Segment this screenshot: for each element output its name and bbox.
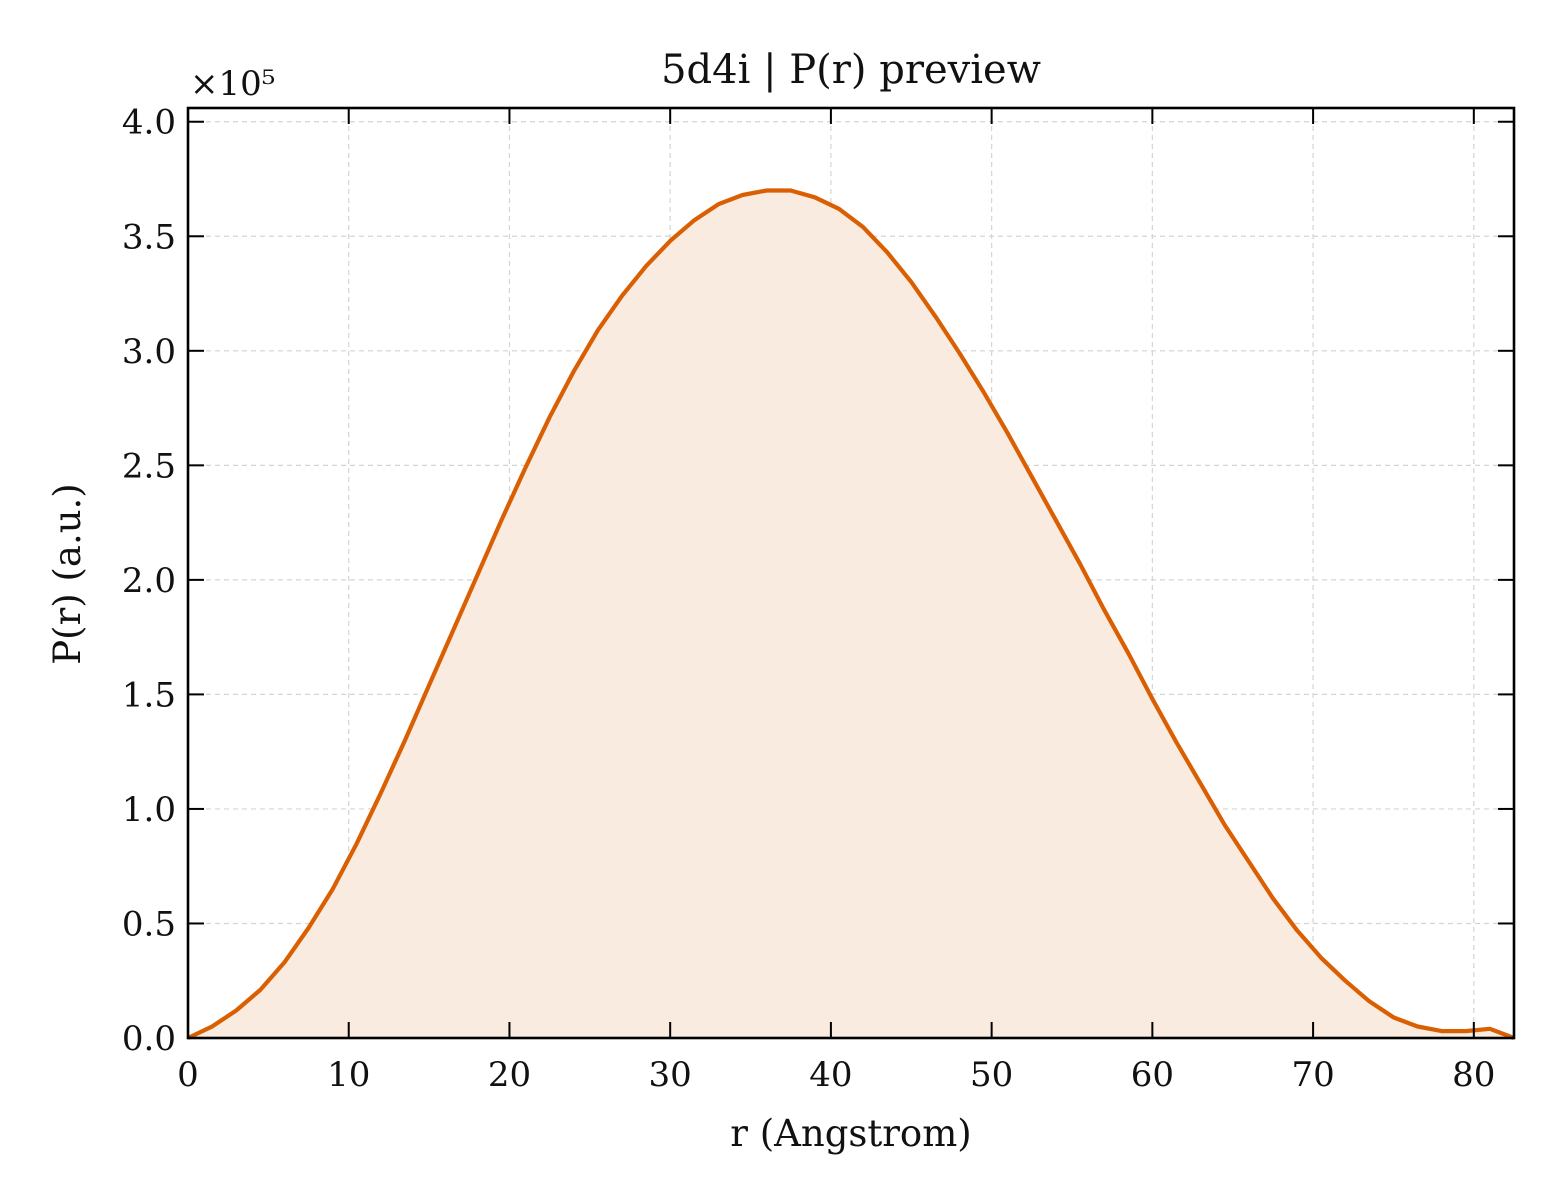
x-tick-label: 60 — [1131, 1055, 1174, 1095]
y-tick-label: 3.0 — [122, 332, 176, 372]
y-tick-labels: 0.0 0.5 1.0 1.5 2.0 2.5 3.0 3.5 4.0 — [122, 103, 176, 1059]
y-tick-label: 3.5 — [122, 217, 176, 257]
series-line — [187, 188, 1515, 1040]
x-tick-label: 40 — [809, 1055, 852, 1095]
y-tick-label: 1.5 — [122, 675, 176, 715]
y-tick-label: 0.0 — [122, 1019, 176, 1059]
x-tick-label: 30 — [649, 1055, 692, 1095]
x-tick-label: 80 — [1452, 1055, 1495, 1095]
plot-frame — [186, 106, 1516, 1040]
y-tick-label: 4.0 — [122, 103, 176, 143]
x-tick-label: 0 — [177, 1055, 199, 1095]
y-tick-label: 0.5 — [122, 904, 176, 944]
y-axis-label: P(r) (a.u.) — [46, 483, 89, 665]
y-tick-label: 2.5 — [122, 446, 176, 486]
y-tick-label: 1.0 — [122, 790, 176, 830]
x-tick-label: 20 — [488, 1055, 531, 1095]
x-tick-label: 70 — [1291, 1055, 1334, 1095]
chart-title: 5d4i | P(r) preview — [661, 47, 1041, 93]
x-axis-label: r (Angstrom) — [730, 1112, 971, 1155]
x-tick-label: 50 — [970, 1055, 1013, 1095]
x-tick-label: 10 — [327, 1055, 370, 1095]
y-tick-label: 2.0 — [122, 561, 176, 601]
y-multiplier-label: ×10⁵ — [190, 64, 275, 104]
area-fill — [188, 190, 1514, 1038]
x-tick-labels: 0 10 20 30 40 50 60 70 80 — [177, 1055, 1495, 1095]
